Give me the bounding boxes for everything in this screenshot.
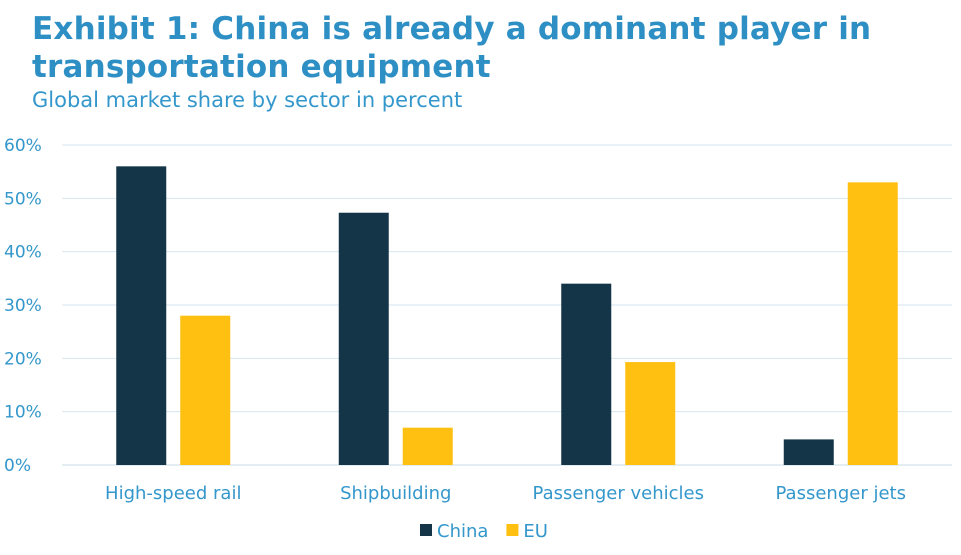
y-tick-label: 60% bbox=[4, 136, 42, 156]
x-category-label: High-speed rail bbox=[105, 483, 241, 504]
bar-eu-1 bbox=[402, 427, 453, 465]
y-tick-label: 10% bbox=[4, 403, 42, 423]
legend-swatch-eu bbox=[506, 524, 519, 536]
y-tick-label: 40% bbox=[4, 243, 42, 263]
bar-china-1 bbox=[338, 212, 389, 465]
bar-china-2 bbox=[561, 283, 612, 465]
y-tick-label: 20% bbox=[4, 349, 42, 369]
x-category-label: Shipbuilding bbox=[340, 483, 451, 504]
y-tick-label: 30% bbox=[4, 296, 42, 316]
legend-swatch-china bbox=[420, 524, 432, 536]
y-tick-label: 50% bbox=[4, 189, 42, 209]
x-category-label: Passenger jets bbox=[776, 483, 906, 504]
chart-subtitle: Global market share by sector in percent bbox=[32, 88, 463, 112]
bar-eu-3 bbox=[847, 182, 898, 466]
chart-title: Exhibit 1: China is already a dominant p… bbox=[32, 11, 872, 85]
bar-china-3 bbox=[783, 439, 834, 465]
bar-eu-0 bbox=[180, 315, 231, 465]
y-tick-label: 0% bbox=[4, 456, 31, 476]
legend-label-china: China bbox=[437, 521, 488, 542]
bar-china-0 bbox=[116, 166, 167, 466]
x-category-label: Passenger vehicles bbox=[533, 483, 704, 504]
legend-label-eu: EU bbox=[523, 521, 548, 542]
bar-eu-2 bbox=[625, 362, 676, 465]
